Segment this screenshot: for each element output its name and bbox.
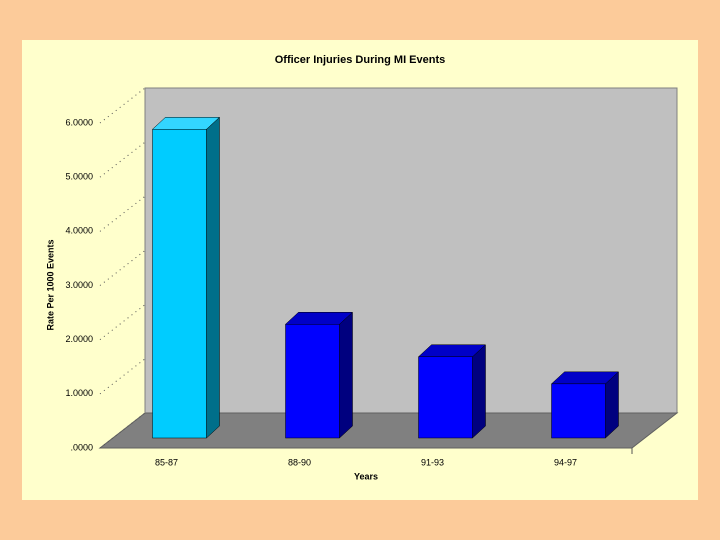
bar-front xyxy=(152,129,207,439)
y-tick-label: 4.0000 xyxy=(65,226,93,236)
x-tick-label: 91-93 xyxy=(421,457,444,467)
back-wall xyxy=(144,87,678,414)
y-tick-label: 3.0000 xyxy=(65,280,93,290)
x-tick-label: 85-87 xyxy=(155,457,178,467)
y-axis-title: Rate Per 1000 Events xyxy=(45,239,55,330)
bar-side xyxy=(472,344,486,439)
y-tick-label: .0000 xyxy=(70,442,93,452)
chart-title: Officer Injuries During MI Events xyxy=(275,54,446,66)
bar xyxy=(417,344,487,439)
floor xyxy=(98,412,679,449)
bar xyxy=(284,311,354,439)
bar-side xyxy=(206,116,220,439)
y-tick-label: 2.0000 xyxy=(65,334,93,344)
bar-front xyxy=(551,383,606,439)
y-tick-label: 6.0000 xyxy=(65,117,93,127)
y-tick-label: 1.0000 xyxy=(65,388,93,398)
x-axis-title: Years xyxy=(354,471,378,481)
bar xyxy=(151,116,221,439)
bar-side xyxy=(339,311,353,439)
x-tick-label: 94-97 xyxy=(554,457,577,467)
x-tick-label: 88-90 xyxy=(288,457,311,467)
bar-front xyxy=(418,356,473,439)
y-tick-label: 5.0000 xyxy=(65,172,93,182)
bar xyxy=(550,371,620,439)
bar-front xyxy=(285,324,340,439)
